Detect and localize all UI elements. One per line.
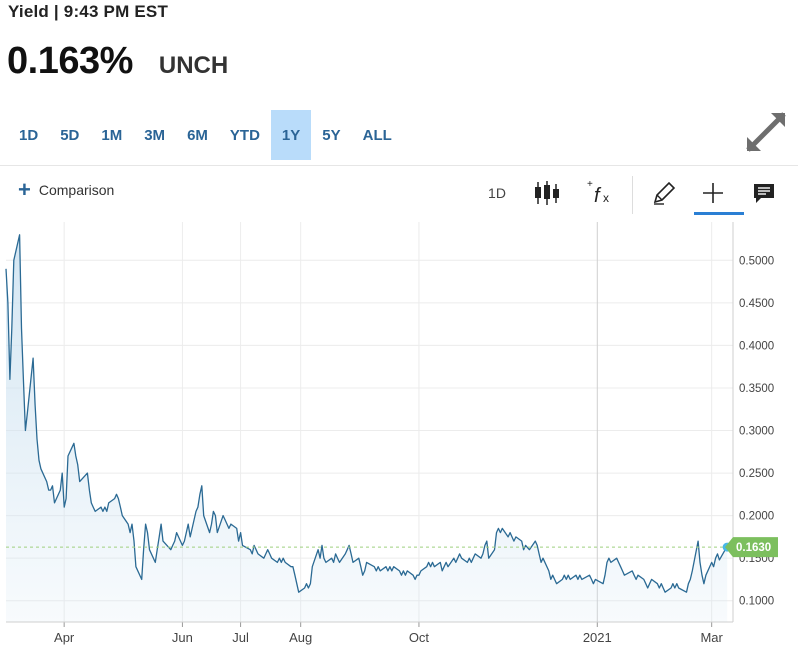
chart-toolbar: + Comparison 1D + f x [0, 170, 798, 218]
y-tick-label: 0.1000 [739, 596, 774, 608]
range-6m-button[interactable]: 6M [187, 126, 208, 144]
chart-line [5, 234, 728, 593]
interval-button[interactable]: 1D [488, 185, 506, 201]
range-5d-button[interactable]: 5D [60, 126, 80, 144]
svg-text:f: f [594, 185, 602, 207]
pencil-icon[interactable] [650, 176, 678, 210]
crosshair-icon[interactable] [700, 176, 726, 210]
range-all-button[interactable]: ALL [362, 126, 392, 144]
x-tick-label: Mar [700, 630, 723, 645]
comment-icon[interactable] [751, 176, 777, 210]
function-icon[interactable]: + f x [584, 176, 614, 210]
yield-chart[interactable]: 0.5000 0.4500 0.4000 0.3500 0.3000 0.2500 0.20… [0, 222, 798, 650]
y-tick-label: 0.4000 [739, 340, 774, 352]
last-value-marker: 0.1630 [6, 537, 778, 558]
x-tick-label: 2021 [583, 630, 612, 645]
candlestick-icon[interactable] [532, 176, 562, 210]
price-change: UNCH [158, 52, 229, 79]
x-tick-label: Aug [289, 630, 312, 645]
svg-text:x: x [603, 191, 609, 205]
crosshair-active-indicator [694, 212, 744, 215]
chart-area-fill [6, 234, 728, 623]
plus-icon: + [18, 177, 31, 202]
chart-area[interactable]: 0.5000 0.4500 0.4000 0.3500 0.3000 0.2500 0.20… [0, 222, 798, 650]
header-divider [0, 165, 798, 166]
range-5y-button[interactable]: 5Y [322, 126, 341, 144]
series-line [5, 234, 728, 593]
range-1m-button[interactable]: 1M [101, 126, 123, 144]
x-tick-label: Jun [172, 630, 193, 645]
toolbar-separator [632, 176, 633, 214]
y-axis: 0.5000 0.4500 0.4000 0.3500 0.3000 0.2500 0.20… [732, 222, 774, 622]
last-value-label: 0.1630 [736, 542, 771, 554]
comparison-button[interactable]: + Comparison [18, 177, 115, 202]
x-tick-label: Jul [232, 630, 249, 645]
svg-text:+: + [587, 179, 593, 190]
y-tick-label: 0.5000 [739, 255, 774, 267]
page-title: Yield | 9:43 PM EST [8, 2, 169, 21]
x-tick-label: Oct [409, 630, 430, 645]
y-tick-label: 0.2500 [739, 468, 774, 480]
x-tick-label: Apr [54, 630, 75, 645]
range-ytd-button[interactable]: YTD [229, 126, 260, 144]
last-price: 0.163% [7, 40, 133, 82]
range-selector: 1D 5D 1M 3M 6M YTD 1Y 5Y ALL [8, 110, 403, 160]
range-3m-button[interactable]: 3M [144, 126, 166, 144]
y-tick-label: 0.2000 [739, 511, 774, 523]
fullscreen-expand-icon[interactable] [744, 110, 788, 154]
last-value-tag [725, 537, 778, 558]
x-axis: Apr Jun Jul Aug Oct 2021 Mar [6, 621, 733, 645]
y-tick-label: 0.4500 [739, 298, 774, 310]
range-1d-button[interactable]: 1D [19, 126, 39, 144]
quote-row: 0.163% UNCH [7, 40, 228, 83]
y-tick-label: 0.3000 [739, 426, 774, 438]
comparison-label: Comparison [38, 182, 115, 198]
y-tick-label: 0.3500 [739, 383, 774, 395]
range-1y-button[interactable]: 1Y [270, 110, 312, 160]
series-area [6, 234, 728, 623]
